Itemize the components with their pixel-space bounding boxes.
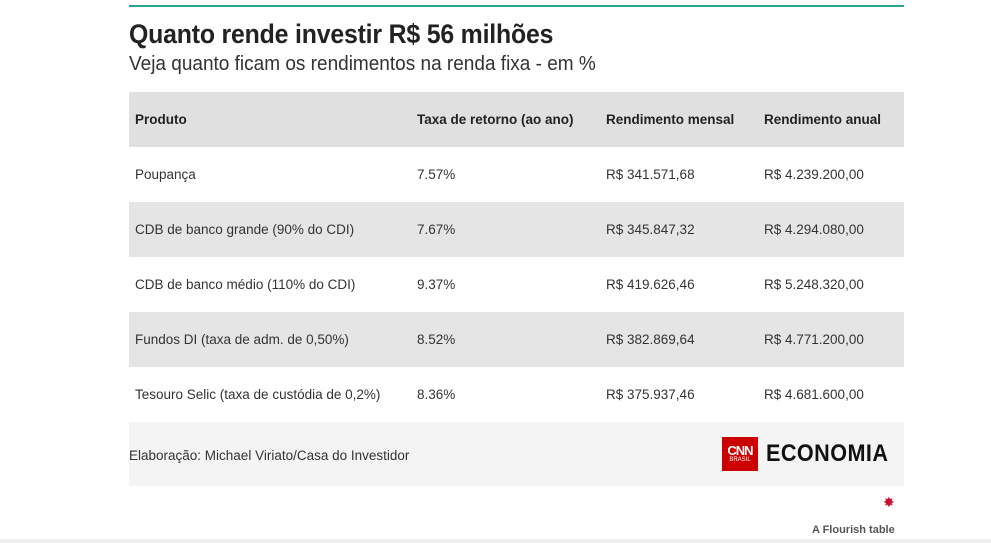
title-block: Quanto rende investir R$ 56 milhões Veja… — [129, 5, 904, 77]
cell-anual: R$ 4.771.200,00 — [764, 332, 864, 347]
cnn-logo-icon: CNN BRASIL — [722, 437, 758, 471]
flourish-logo-icon[interactable]: ✸ — [883, 494, 895, 510]
cell-mensal: R$ 419.626,46 — [606, 277, 695, 292]
source-credit: Elaboração: Michael Viriato/Casa do Inve… — [129, 448, 410, 463]
cnn-economia-logo[interactable]: CNN BRASIL ECONOMIA — [722, 437, 902, 471]
page-title: Quanto rende investir R$ 56 milhões — [129, 19, 554, 49]
cell-produto: CDB de banco grande (90% do CDI) — [135, 222, 355, 237]
cell-anual: R$ 4.239.200,00 — [764, 167, 864, 182]
column-header-taxa[interactable]: Taxa de retorno (ao ano) — [417, 112, 574, 127]
table-footer: Elaboração: Michael Viriato/Casa do Inve… — [129, 422, 904, 486]
cell-anual: R$ 4.294.080,00 — [764, 222, 864, 237]
cell-taxa: 9.37% — [417, 277, 456, 292]
cell-produto: Tesouro Selic (taxa de custódia de 0,2%) — [135, 387, 381, 402]
column-header-mensal[interactable]: Rendimento mensal — [606, 112, 735, 127]
table-row: Fundos DI (taxa de adm. de 0,50%) 8.52% … — [129, 312, 904, 367]
cell-produto: Poupança — [135, 167, 196, 182]
cell-anual: R$ 4.681.600,00 — [764, 387, 864, 402]
cnn-brasil-text: BRASIL — [729, 457, 751, 463]
table-row: Poupança 7.57% R$ 341.571,68 R$ 4.239.20… — [129, 147, 904, 202]
cell-produto: CDB de banco médio (110% do CDI) — [135, 277, 356, 292]
table-row: Tesouro Selic (taxa de custódia de 0,2%)… — [129, 367, 904, 422]
cell-taxa: 8.52% — [417, 332, 456, 347]
cell-taxa: 8.36% — [417, 387, 456, 402]
data-table: Produto Taxa de retorno (ao ano) Rendime… — [129, 92, 904, 422]
column-header-anual[interactable]: Rendimento anual — [764, 112, 882, 127]
page-subtitle: Veja quanto ficam os rendimentos na rend… — [129, 53, 596, 75]
table-row: CDB de banco médio (110% do CDI) 9.37% R… — [129, 257, 904, 312]
column-header-produto[interactable]: Produto — [135, 112, 187, 127]
cell-anual: R$ 5.248.320,00 — [764, 277, 864, 292]
cell-mensal: R$ 345.847,32 — [606, 222, 695, 237]
cnn-logo-text: CNN — [727, 443, 753, 458]
table-row: CDB de banco grande (90% do CDI) 7.67% R… — [129, 202, 904, 257]
flourish-credit-link[interactable]: A Flourish table — [812, 524, 895, 536]
cell-mensal: R$ 341.571,68 — [606, 167, 695, 182]
table-header-row: Produto Taxa de retorno (ao ano) Rendime… — [129, 92, 904, 147]
cell-mensal: R$ 375.937,46 — [606, 387, 695, 402]
economia-logo-text: ECONOMIA — [766, 440, 889, 467]
cell-produto: Fundos DI (taxa de adm. de 0,50%) — [135, 332, 349, 347]
cell-mensal: R$ 382.869,64 — [606, 332, 695, 347]
bottom-divider — [0, 539, 991, 543]
cell-taxa: 7.67% — [417, 222, 456, 237]
cell-taxa: 7.57% — [417, 167, 456, 182]
